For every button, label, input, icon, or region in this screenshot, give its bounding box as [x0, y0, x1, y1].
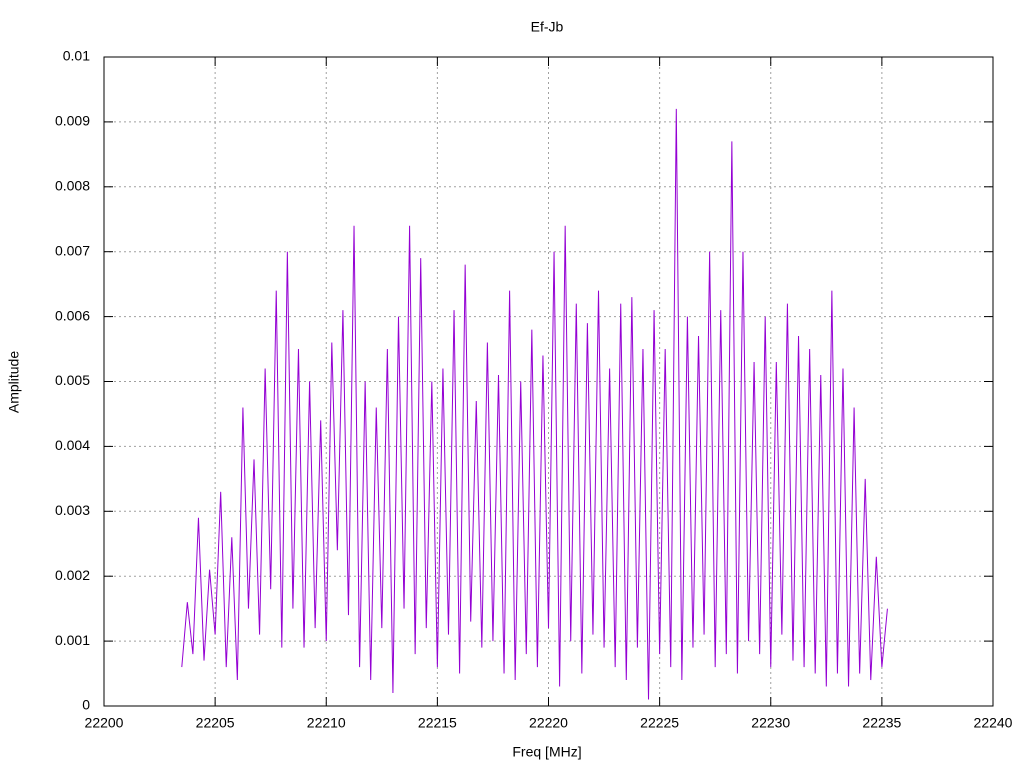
y-axis-label: Amplitude — [6, 351, 22, 413]
y-tick-label: 0.01 — [63, 48, 90, 64]
chart-title: Ef-Jb — [531, 19, 564, 35]
y-tick-label: 0.001 — [55, 632, 90, 648]
y-tick-label: 0.004 — [55, 437, 90, 453]
y-tick-label: 0.003 — [55, 502, 90, 518]
x-tick-label: 22200 — [85, 715, 124, 731]
x-tick-label: 22235 — [862, 715, 901, 731]
y-tick-label: 0 — [82, 697, 90, 713]
x-tick-label: 22210 — [307, 715, 346, 731]
y-tick-label: 0.002 — [55, 567, 90, 583]
y-tick-label: 0.006 — [55, 307, 90, 323]
x-tick-label: 22225 — [640, 715, 679, 731]
x-tick-label: 22230 — [751, 715, 790, 731]
data-line — [181, 108, 888, 700]
x-tick-label: 22220 — [529, 715, 568, 731]
x-tick-label: 22205 — [196, 715, 235, 731]
x-axis-label: Freq [MHz] — [512, 744, 581, 760]
plot-border — [103, 56, 994, 707]
y-tick-label: 0.009 — [55, 113, 90, 129]
x-tick-label: 22240 — [974, 715, 1013, 731]
y-tick-label: 0.005 — [55, 372, 90, 388]
y-tick-label: 0.007 — [55, 242, 90, 258]
y-tick-label: 0.008 — [55, 178, 90, 194]
x-tick-label: 22215 — [418, 715, 457, 731]
